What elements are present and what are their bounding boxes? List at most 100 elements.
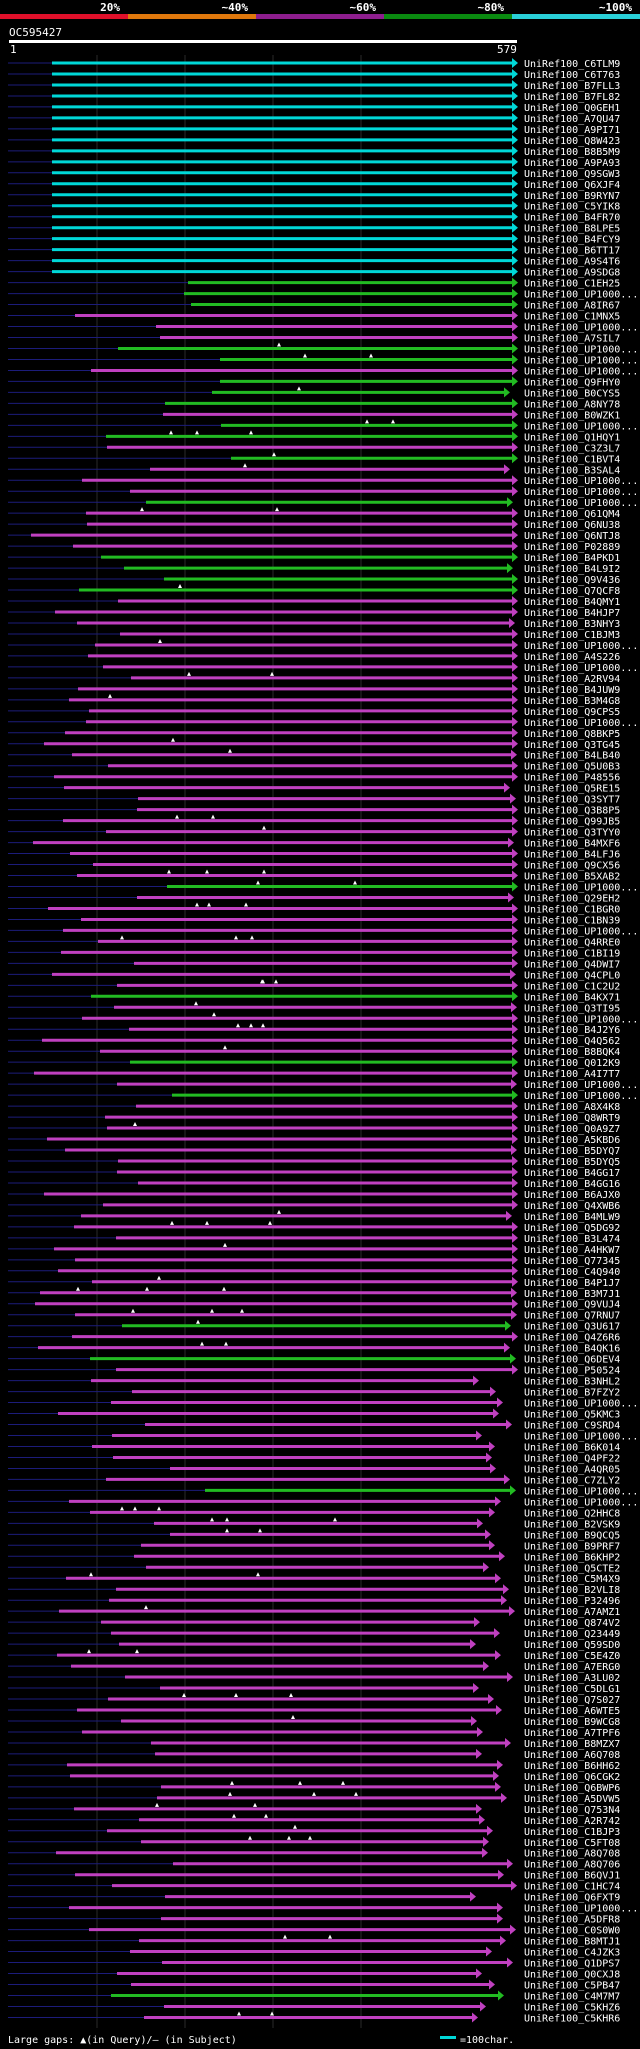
hit-row[interactable]: UniRef100_B4JUW9 [8,683,620,696]
hit-row[interactable]: UniRef100_Q9VUJ4 [8,1298,620,1311]
hit-row[interactable]: UniRef100_C3Z3L7 [8,442,620,454]
hit-label[interactable]: UniRef100_B4QK16 [524,1344,620,1355]
hit-row[interactable]: UniRef100_Q3B8P5 [8,804,620,817]
hit-label[interactable]: UniRef100_P50524 [524,1366,620,1377]
hit-label[interactable]: UniRef100_B9QCQ5 [524,1530,620,1541]
hit-row[interactable]: UniRef100_B4GG16 [8,1177,620,1190]
hit-row[interactable]: UniRef100_A9S4T6 [8,255,620,268]
hit-label[interactable]: UniRef100_Q5DG92 [524,1223,620,1234]
hit-label[interactable]: UniRef100_B4PKD1 [524,553,620,564]
hit-label[interactable]: UniRef100_C5E4Z0 [524,1651,620,1662]
hit-label[interactable]: UniRef100_Q4XWB6 [524,1201,620,1212]
hit-row[interactable]: UniRef100_Q3TG45 [8,737,620,751]
hit-row[interactable]: UniRef100_Q4Z6R6 [8,1331,620,1344]
hit-label[interactable]: UniRef100_B6KHP2 [524,1552,620,1563]
hit-row[interactable]: UniRef100_C1BJP3 [8,1824,620,1838]
hit-row[interactable]: UniRef100_Q1HQY1 [8,430,620,443]
hit-label[interactable]: UniRef100_B4HJP7 [524,608,620,619]
hit-row[interactable]: UniRef100_B4PKD1 [8,552,620,564]
hit-row[interactable]: UniRef100_A8Q708 [8,1847,620,1860]
hit-row[interactable]: UniRef100_UP1000... [8,288,638,301]
hit-row[interactable]: UniRef100_B3NHY3 [8,617,620,630]
hit-label[interactable]: UniRef100_A4HKW7 [524,1245,620,1256]
hit-row[interactable]: UniRef100_Q7S027 [8,1693,620,1706]
hit-row[interactable]: UniRef100_A4S226 [8,650,620,663]
hit-label[interactable]: UniRef100_A9SDG8 [524,268,620,279]
hit-row[interactable]: UniRef100_A9PI71 [8,123,620,136]
hit-row[interactable]: UniRef100_Q5CTE2 [8,1562,620,1574]
hit-label[interactable]: UniRef100_UP1000... [524,1904,638,1915]
hit-label[interactable]: UniRef100_A6WTE5 [524,1706,620,1717]
hit-label[interactable]: UniRef100_A9S4T6 [524,257,620,268]
hit-row[interactable]: UniRef100_Q8BKP5 [8,727,620,740]
hit-label[interactable]: UniRef100_B6K014 [524,1442,620,1453]
hit-row[interactable]: UniRef100_B3M4G8 [8,693,620,707]
hit-row[interactable]: UniRef100_B4FCY9 [8,233,620,246]
hit-row[interactable]: UniRef100_B3SAL4 [8,463,620,476]
hit-label[interactable]: UniRef100_Q3U617 [524,1322,620,1333]
hit-row[interactable]: UniRef100_A7QU47 [8,112,620,125]
hit-row[interactable]: UniRef100_B6K014 [8,1441,620,1453]
hit-label[interactable]: UniRef100_C6TLM9 [524,59,620,70]
hit-row[interactable]: UniRef100_A8NY78 [8,398,620,410]
hit-row[interactable]: UniRef100_Q6CGK2 [8,1770,620,1783]
hit-label[interactable]: UniRef100_UP1000... [524,487,638,498]
hit-row[interactable]: UniRef100_B4QK16 [8,1341,620,1355]
hit-row[interactable]: UniRef100_B9QCQ5 [8,1528,620,1541]
hit-row[interactable]: UniRef100_Q6NTJ8 [8,530,620,542]
hit-label[interactable]: UniRef100_B4P1J7 [524,1278,620,1289]
hit-label[interactable]: UniRef100_A7TPF6 [524,1728,620,1739]
hit-row[interactable]: UniRef100_C6T763 [8,68,620,81]
hit-label[interactable]: UniRef100_A5DVW5 [524,1794,620,1805]
hit-label[interactable]: UniRef100_Q7RNU7 [524,1311,620,1322]
hit-row[interactable]: UniRef100_Q4CPL0 [8,969,620,981]
hit-label[interactable]: UniRef100_Q61QM4 [524,509,620,520]
hit-row[interactable]: UniRef100_Q012K9 [8,1057,620,1069]
hit-label[interactable]: UniRef100_C4JZK3 [524,1948,620,1959]
hit-label[interactable]: UniRef100_Q8WRT9 [524,1113,620,1124]
hit-row[interactable]: UniRef100_Q3U617 [8,1319,620,1333]
hit-label[interactable]: UniRef100_B2VSK9 [524,1519,620,1530]
hit-row[interactable]: UniRef100_Q5RE15 [8,782,620,795]
hit-label[interactable]: UniRef100_Q5RE15 [524,784,620,795]
hit-row[interactable]: UniRef100_UP1000... [8,1090,638,1102]
hit-row[interactable]: UniRef100_C7ZLY2 [8,1474,620,1486]
hit-row[interactable]: UniRef100_B4P1J7 [8,1275,620,1289]
hit-row[interactable]: UniRef100_B4LB40 [8,748,620,762]
hit-label[interactable]: UniRef100_Q99JB5 [524,817,620,828]
hit-label[interactable]: UniRef100_UP1000... [524,641,638,652]
hit-label[interactable]: UniRef100_Q3B8P5 [524,806,620,817]
hit-label[interactable]: UniRef100_Q59SD0 [524,1640,620,1651]
hit-label[interactable]: UniRef100_Q1DPS7 [524,1959,620,1970]
hit-row[interactable]: UniRef100_B4J2Y6 [8,1023,620,1036]
hit-row[interactable]: UniRef100_B6HH62 [8,1759,620,1772]
hit-label[interactable]: UniRef100_Q0GEH1 [524,103,620,114]
hit-label[interactable]: UniRef100_UP1000... [524,366,638,377]
hit-label[interactable]: UniRef100_B4J2Y6 [524,1025,620,1036]
hit-label[interactable]: UniRef100_B9WCG8 [524,1717,620,1728]
hit-row[interactable]: UniRef100_C5KHR6 [8,2011,620,2024]
hit-label[interactable]: UniRef100_B3SAL4 [524,465,620,476]
hit-row[interactable]: UniRef100_Q874V2 [8,1617,620,1629]
hit-label[interactable]: UniRef100_C1C2U2 [524,981,620,992]
hit-row[interactable]: UniRef100_B6TT17 [8,244,620,257]
hit-row[interactable]: UniRef100_Q5DG92 [8,1220,620,1234]
hit-label[interactable]: UniRef100_Q6BWP6 [524,1783,620,1794]
hit-label[interactable]: UniRef100_A7QU47 [524,114,620,125]
hit-label[interactable]: UniRef100_B9RYN7 [524,191,620,202]
hit-row[interactable]: UniRef100_A7ERG0 [8,1661,620,1673]
hit-label[interactable]: UniRef100_A4I7T7 [524,1069,620,1080]
hit-row[interactable]: UniRef100_Q23449 [8,1628,620,1640]
hit-row[interactable]: UniRef100_B4LFJ6 [8,848,620,861]
hit-label[interactable]: UniRef100_B3L474 [524,1234,620,1245]
hit-label[interactable]: UniRef100_Q6CGK2 [524,1772,620,1783]
hit-label[interactable]: UniRef100_Q3TI95 [524,1003,620,1014]
hit-label[interactable]: UniRef100_Q9CX56 [524,861,620,872]
hit-label[interactable]: UniRef100_B4MLW9 [524,1212,620,1223]
hit-row[interactable]: UniRef100_B6AJX0 [8,1188,620,1201]
hit-row[interactable]: UniRef100_UP1000... [8,353,638,366]
hit-label[interactable]: UniRef100_A2RV94 [524,674,620,685]
hit-label[interactable]: UniRef100_B4FR70 [524,213,620,224]
hit-row[interactable]: UniRef100_Q6XJF4 [8,178,620,191]
hit-row[interactable]: UniRef100_Q29EH2 [8,892,620,904]
